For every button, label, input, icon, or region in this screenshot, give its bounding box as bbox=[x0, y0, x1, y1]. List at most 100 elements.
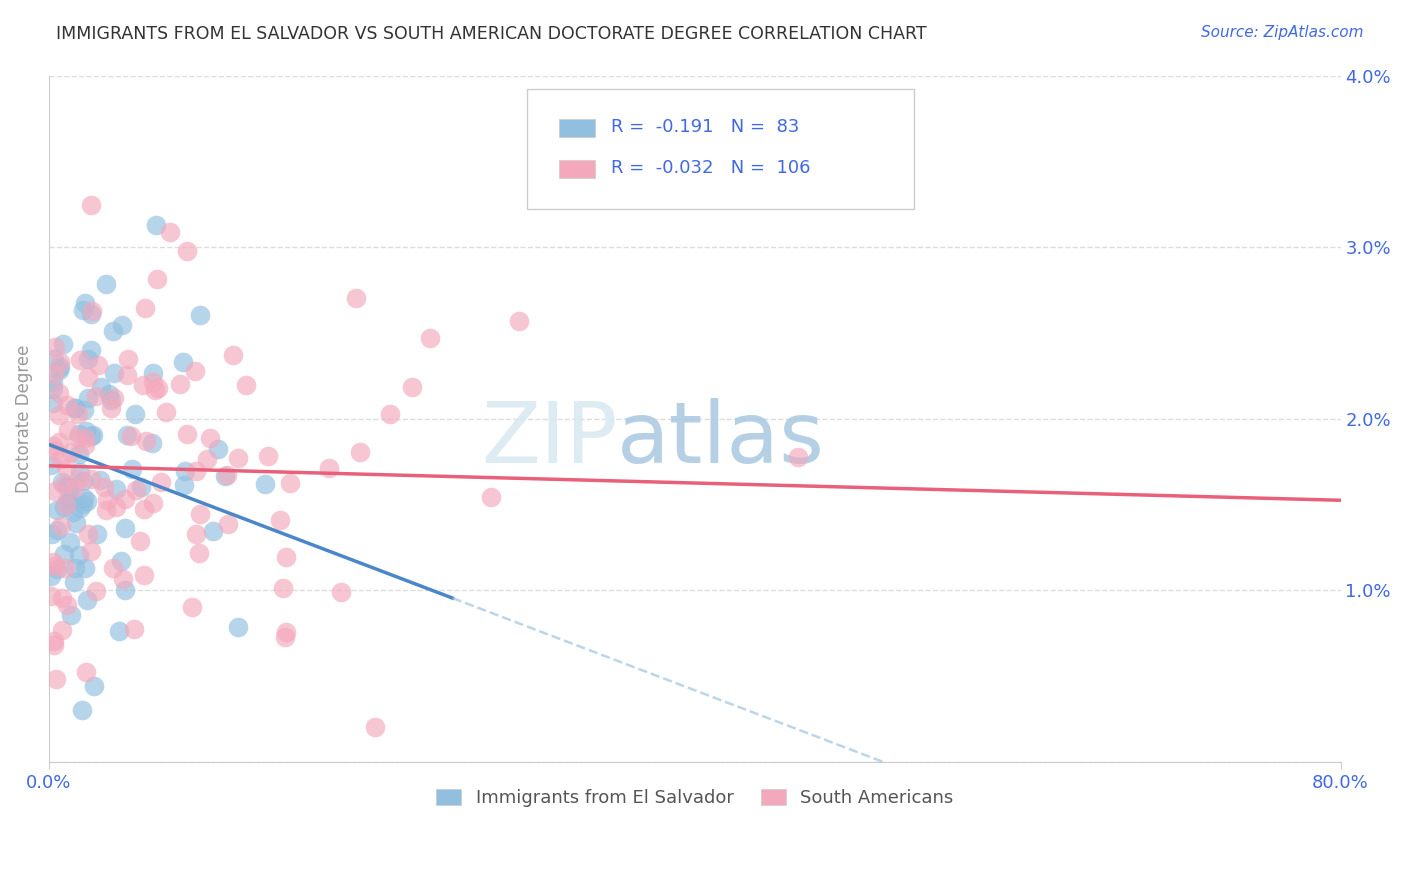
Point bbox=[56, 496, 79, 510]
Point bbox=[101, 561, 124, 575]
Point bbox=[67, 431, 90, 445]
Point bbox=[176, 427, 198, 442]
Point bbox=[181, 600, 204, 615]
Point bbox=[380, 407, 402, 421]
Point bbox=[107, 624, 129, 639]
Point bbox=[84, 389, 107, 403]
Point bbox=[44, 483, 66, 498]
Point bbox=[65, 516, 87, 531]
Point bbox=[508, 314, 530, 328]
Point bbox=[103, 324, 125, 338]
Point bbox=[76, 592, 98, 607]
Point bbox=[65, 561, 87, 575]
Point bbox=[63, 401, 86, 415]
Point bbox=[100, 401, 122, 416]
Point bbox=[117, 351, 139, 366]
Point bbox=[142, 375, 165, 389]
Point bbox=[787, 450, 810, 465]
Point bbox=[222, 348, 245, 362]
Point bbox=[217, 516, 239, 531]
Point bbox=[73, 431, 96, 445]
Point bbox=[257, 450, 280, 464]
Point bbox=[103, 366, 125, 380]
Bar bbox=[560, 161, 595, 178]
Point bbox=[142, 366, 165, 380]
Point bbox=[115, 368, 138, 382]
Point bbox=[44, 444, 66, 458]
Point bbox=[56, 598, 79, 612]
Point bbox=[214, 469, 236, 483]
Point bbox=[79, 198, 101, 212]
Point bbox=[58, 480, 80, 494]
Point bbox=[67, 548, 90, 562]
Point bbox=[73, 403, 96, 417]
Point bbox=[135, 434, 157, 449]
Point bbox=[105, 483, 128, 497]
Point bbox=[201, 524, 224, 538]
Point bbox=[80, 343, 103, 357]
Point bbox=[72, 474, 94, 488]
Point bbox=[55, 561, 77, 575]
Point bbox=[124, 622, 146, 636]
Point bbox=[80, 307, 103, 321]
Point bbox=[73, 560, 96, 574]
Point bbox=[129, 480, 152, 494]
Point bbox=[235, 377, 257, 392]
Point bbox=[80, 429, 103, 443]
Point bbox=[134, 301, 156, 315]
Point bbox=[63, 481, 86, 495]
Point bbox=[52, 547, 75, 561]
Point bbox=[129, 533, 152, 548]
Point bbox=[83, 679, 105, 693]
Point bbox=[184, 464, 207, 478]
Point bbox=[73, 438, 96, 452]
Point bbox=[51, 591, 73, 605]
Text: atlas: atlas bbox=[617, 398, 825, 481]
Point bbox=[45, 523, 67, 537]
Point bbox=[49, 519, 72, 533]
Point bbox=[59, 482, 82, 496]
Point bbox=[72, 302, 94, 317]
Point bbox=[76, 494, 98, 508]
Text: IMMIGRANTS FROM EL SALVADOR VS SOUTH AMERICAN DOCTORATE DEGREE CORRELATION CHART: IMMIGRANTS FROM EL SALVADOR VS SOUTH AME… bbox=[56, 25, 927, 43]
Point bbox=[42, 367, 65, 381]
Point bbox=[77, 526, 100, 541]
Point bbox=[44, 340, 66, 354]
Point bbox=[42, 634, 65, 648]
Point bbox=[98, 386, 121, 401]
Point bbox=[89, 474, 111, 488]
Point bbox=[51, 337, 73, 351]
Point bbox=[121, 462, 143, 476]
Point bbox=[67, 472, 90, 486]
Point bbox=[173, 477, 195, 491]
Point bbox=[274, 549, 297, 564]
Point bbox=[49, 355, 72, 369]
Point bbox=[42, 396, 65, 410]
Point bbox=[143, 383, 166, 397]
Point bbox=[75, 296, 97, 310]
Text: R =  -0.032   N =  106: R = -0.032 N = 106 bbox=[610, 159, 810, 178]
Point bbox=[228, 450, 250, 465]
Point bbox=[419, 331, 441, 345]
Point bbox=[63, 401, 86, 415]
Point bbox=[67, 426, 90, 441]
Point bbox=[188, 308, 211, 322]
Point bbox=[124, 407, 146, 421]
Point bbox=[124, 483, 146, 497]
Point bbox=[39, 569, 62, 583]
Point bbox=[77, 391, 100, 405]
Point bbox=[67, 447, 90, 461]
Point bbox=[41, 526, 63, 541]
Point bbox=[55, 498, 77, 512]
Point bbox=[195, 451, 218, 466]
Point bbox=[173, 465, 195, 479]
Bar bbox=[560, 120, 595, 136]
Point bbox=[49, 359, 72, 374]
Point bbox=[90, 380, 112, 394]
Point bbox=[56, 423, 79, 437]
Point bbox=[217, 467, 239, 482]
Point bbox=[96, 492, 118, 507]
Point bbox=[67, 408, 90, 422]
Point bbox=[60, 607, 83, 622]
Point bbox=[146, 381, 169, 395]
